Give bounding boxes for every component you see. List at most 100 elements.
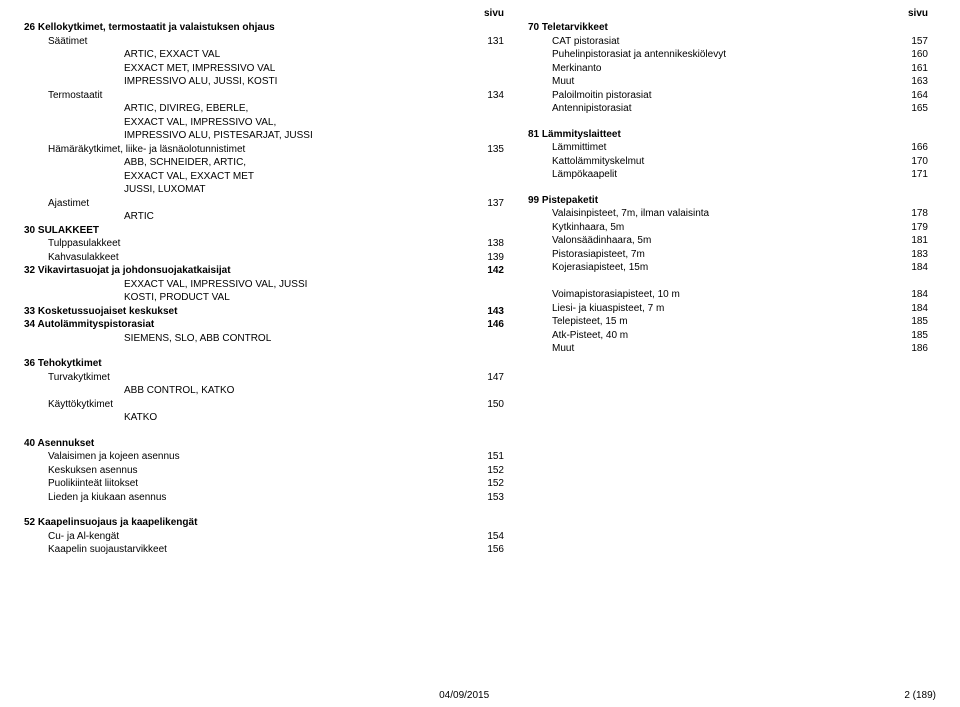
footer-date: 04/09/2015 <box>439 690 489 701</box>
section-title-page: 143 <box>468 305 504 319</box>
section-spacer <box>24 345 504 357</box>
toc-label: Muut <box>528 342 892 356</box>
toc-row: Lämmittimet166 <box>528 141 928 155</box>
toc-row: ABB, SCHNEIDER, ARTIC, <box>24 156 504 170</box>
toc-row: Turvakytkimet147 <box>24 371 504 385</box>
toc-label: ARTIC <box>24 210 468 224</box>
toc-label: Paloilmoitin pistorasiat <box>528 89 892 103</box>
toc-page: 184 <box>892 261 928 275</box>
footer-page: 2 (189) <box>904 690 936 701</box>
toc-page: 186 <box>892 342 928 356</box>
toc-label: KATKO <box>24 411 468 425</box>
toc-row: KATKO <box>24 411 504 425</box>
toc-page: 157 <box>892 35 928 49</box>
toc-page: 179 <box>892 221 928 235</box>
toc-row: Säätimet131 <box>24 35 504 49</box>
toc-label: Turvakytkimet <box>24 371 468 385</box>
toc-page: 131 <box>468 35 504 49</box>
toc-label: CAT pistorasiat <box>528 35 892 49</box>
toc-label: Kytkinhaara, 5m <box>528 221 892 235</box>
toc-row: Hämäräkytkimet, liike- ja läsnäolotunnis… <box>24 143 504 157</box>
toc-page: 135 <box>468 143 504 157</box>
toc-row: Kaapelin suojaustarvikkeet156 <box>24 543 504 557</box>
toc-row: Telepisteet, 15 m185 <box>528 315 928 329</box>
toc-page: 147 <box>468 371 504 385</box>
toc-row: Voimapistorasiapisteet, 10 m184 <box>528 288 928 302</box>
toc-row: Merkinanto161 <box>528 62 928 76</box>
section-spacer <box>24 425 504 437</box>
toc-page: 164 <box>892 89 928 103</box>
toc-label: Voimapistorasiapisteet, 10 m <box>528 288 892 302</box>
toc-label: Merkinanto <box>528 62 892 76</box>
toc-row: Kytkinhaara, 5m179 <box>528 221 928 235</box>
section-title-label: 70 Teletarvikkeet <box>528 21 928 35</box>
toc-row: Pistorasiapisteet, 7m183 <box>528 248 928 262</box>
toc-label: ARTIC, DIVIREG, EBERLE, <box>24 102 468 116</box>
toc-label: KOSTI, PRODUCT VAL <box>24 291 468 305</box>
toc-row: Cu- ja Al-kengät154 <box>24 530 504 544</box>
toc-label: Valonsäädinhaara, 5m <box>528 234 892 248</box>
toc-label: JUSSI, LUXOMAT <box>24 183 468 197</box>
toc-page: 184 <box>892 288 928 302</box>
toc-row: EXXACT VAL, EXXACT MET <box>24 170 504 184</box>
toc-row: Kahvasulakkeet139 <box>24 251 504 265</box>
toc-page: 178 <box>892 207 928 221</box>
toc-label: Atk-Pisteet, 40 m <box>528 329 892 343</box>
toc-row: SIEMENS, SLO, ABB CONTROL <box>24 332 504 346</box>
toc-row: Käyttökytkimet150 <box>24 398 504 412</box>
toc-label: Pistorasiapisteet, 7m <box>528 248 892 262</box>
section-title: 99 Pistepaketit <box>528 194 928 208</box>
toc-row: Puhelinpistorasiat ja antennikeskiölevyt… <box>528 48 928 62</box>
toc-row: ARTIC <box>24 210 504 224</box>
section-title: 36 Tehokytkimet <box>24 357 504 371</box>
section-title: 40 Asennukset <box>24 437 504 451</box>
toc-label: EXXACT VAL, EXXACT MET <box>24 170 468 184</box>
toc-row: Kojerasiapisteet, 15m184 <box>528 261 928 275</box>
toc-label: Ajastimet <box>24 197 468 211</box>
toc-row: ARTIC, DIVIREG, EBERLE, <box>24 102 504 116</box>
toc-row: Valaisimen ja kojeen asennus151 <box>24 450 504 464</box>
toc-page: 138 <box>468 237 504 251</box>
section-title: 30 SULAKKEET <box>24 224 504 238</box>
section-spacer <box>24 504 504 516</box>
section-title: 32 Vikavirtasuojat ja johdonsuojakatkais… <box>24 264 504 278</box>
left-column: sivu 26 Kellokytkimet, termostaatit ja v… <box>24 8 504 557</box>
toc-row: Lieden ja kiukaan asennus153 <box>24 491 504 505</box>
toc-label: Kaapelin suojaustarvikkeet <box>24 543 468 557</box>
toc-label: Cu- ja Al-kengät <box>24 530 468 544</box>
toc-page: 170 <box>892 155 928 169</box>
toc-row: Muut186 <box>528 342 928 356</box>
toc-label: Liesi- ja kiuaspisteet, 7 m <box>528 302 892 316</box>
section-title-label: 26 Kellokytkimet, termostaatit ja valais… <box>24 21 504 35</box>
section-title-label: 52 Kaapelinsuojaus ja kaapelikengät <box>24 516 504 530</box>
right-header-label: sivu <box>892 8 928 19</box>
section-title-label: 40 Asennukset <box>24 437 504 451</box>
toc-page: 150 <box>468 398 504 412</box>
section-title-label: 36 Tehokytkimet <box>24 357 504 371</box>
toc-row: Tulppasulakkeet138 <box>24 237 504 251</box>
toc-label: Kojerasiapisteet, 15m <box>528 261 892 275</box>
toc-page: 153 <box>468 491 504 505</box>
toc-row: Lämpökaapelit171 <box>528 168 928 182</box>
toc-label: ARTIC, EXXACT VAL <box>24 48 468 62</box>
toc-label: EXXACT VAL, IMPRESSIVO VAL, <box>24 116 468 130</box>
toc-row: Kattolämmityskelmut170 <box>528 155 928 169</box>
toc-label: Lämpökaapelit <box>528 168 892 182</box>
toc-row: ABB CONTROL, KATKO <box>24 384 504 398</box>
page-root: sivu 26 Kellokytkimet, termostaatit ja v… <box>0 0 960 707</box>
toc-label: Kattolämmityskelmut <box>528 155 892 169</box>
section-title-label: 32 Vikavirtasuojat ja johdonsuojakatkais… <box>24 264 468 278</box>
toc-page: 166 <box>892 141 928 155</box>
toc-row: Valonsäädinhaara, 5m181 <box>528 234 928 248</box>
toc-page: 185 <box>892 315 928 329</box>
toc-label: Antennipistorasiat <box>528 102 892 116</box>
toc-row: Valaisinpisteet, 7m, ilman valaisinta178 <box>528 207 928 221</box>
section-title-page: 142 <box>468 264 504 278</box>
toc-label <box>528 275 892 289</box>
toc-page: 154 <box>468 530 504 544</box>
toc-page: 181 <box>892 234 928 248</box>
toc-label: ABB, SCHNEIDER, ARTIC, <box>24 156 468 170</box>
toc-row: IMPRESSIVO ALU, JUSSI, KOSTI <box>24 75 504 89</box>
toc-row: EXXACT VAL, IMPRESSIVO VAL, <box>24 116 504 130</box>
section-title-label: 30 SULAKKEET <box>24 224 504 238</box>
